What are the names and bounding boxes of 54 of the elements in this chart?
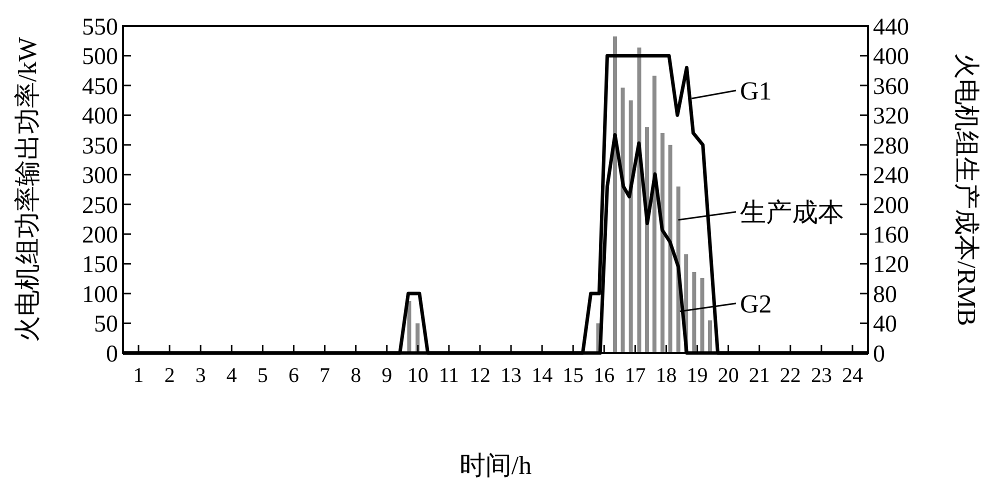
y-tick-label: 400 (82, 104, 118, 130)
y-tick-label: 450 (82, 74, 118, 100)
y2-tick-label: 40 (873, 312, 897, 338)
x-tick-label: 6 (288, 363, 299, 387)
y2-tick-label: 80 (873, 282, 897, 308)
x-tick-label: 17 (624, 363, 646, 387)
x-tick-label: 9 (382, 363, 392, 387)
x-tick-label: 24 (842, 363, 864, 387)
y-tick-label: 550 (82, 14, 118, 40)
x-tick-label: 21 (748, 363, 770, 387)
y-tick-label: 300 (82, 163, 118, 190)
y-tick-label: 500 (82, 44, 118, 70)
x-tick-label: 19 (686, 363, 708, 387)
x-tick-label: 16 (594, 363, 615, 387)
y2-tick-label: 400 (873, 44, 909, 70)
x-tick-label: 2 (164, 363, 175, 387)
x-tick-label: 14 (532, 363, 554, 387)
y2-tick-label: 440 (873, 14, 909, 40)
x-axis-title: 时间/h (459, 451, 532, 480)
x-tick-label: 11 (438, 363, 460, 387)
x-tick-label: 20 (718, 363, 739, 387)
x-tick-label: 13 (500, 363, 522, 387)
y-tick-label: 200 (82, 222, 118, 248)
y-tick-label: 100 (82, 282, 118, 308)
x-tick-label: 10 (407, 363, 428, 387)
y-tick-label: 150 (82, 252, 118, 278)
x-tick-label: 23 (810, 363, 832, 387)
y2-tick-label: 160 (873, 222, 909, 248)
x-tick-label: 5 (257, 363, 268, 387)
annotation: G1 (740, 76, 772, 106)
x-tick-label: 8 (350, 363, 362, 387)
x-tick-label: 3 (195, 363, 206, 387)
y-tick-label: 250 (82, 192, 118, 219)
x-tick-label: 1 (133, 363, 144, 387)
y2-tick-label: 320 (873, 104, 909, 130)
y2-tick-label: 240 (873, 163, 909, 190)
y-tick-label: 350 (82, 133, 118, 160)
x-tick-label: 22 (780, 363, 801, 387)
y2-tick-label: 200 (873, 192, 909, 219)
x-tick-label: 12 (469, 363, 490, 387)
x-tick-label: 18 (656, 363, 677, 387)
y2-tick-label: 280 (873, 133, 909, 160)
y2-tick-label: 120 (873, 252, 909, 278)
y2-tick-label: 360 (873, 74, 909, 100)
y2-axis-title: 火电机组生产成本/RMB (952, 52, 981, 326)
y2-tick-label: 0 (873, 341, 885, 368)
x-tick-label: 4 (226, 363, 238, 387)
x-tick-label: 7 (320, 363, 330, 387)
annotation: 生产成本 (740, 198, 844, 227)
y-axis-title: 火电机组功率输出功率/kW (13, 36, 42, 342)
x-tick-label: 15 (562, 363, 584, 387)
y-tick-label: 0 (106, 341, 118, 368)
annotation: G2 (740, 289, 772, 318)
y-tick-label: 50 (94, 312, 118, 338)
